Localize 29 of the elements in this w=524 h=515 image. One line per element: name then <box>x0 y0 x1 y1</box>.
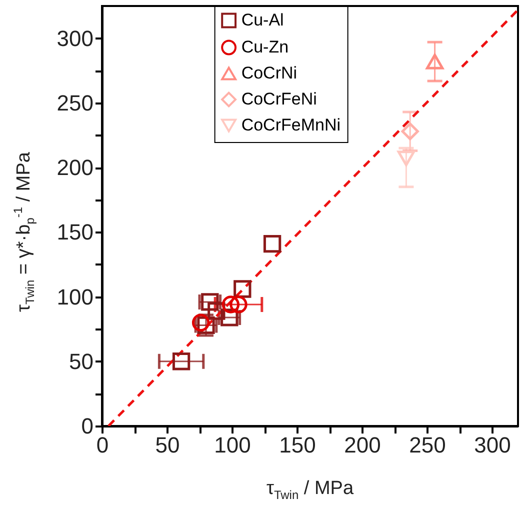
legend-label: CoCrFeMnNi <box>241 116 341 134</box>
y-tick-label: 300 <box>56 26 94 51</box>
point <box>222 296 240 314</box>
point <box>263 234 282 253</box>
x-tick-label: 300 <box>474 432 511 458</box>
x-tick-label: 50 <box>155 432 180 458</box>
point <box>201 293 219 311</box>
point <box>426 54 444 70</box>
x-tick-label: 0 <box>96 432 109 458</box>
point <box>192 314 210 332</box>
y-tick-label: 0 <box>81 414 94 438</box>
legend-label: Cu-Al <box>241 10 284 30</box>
point <box>230 296 248 314</box>
legend-label: Cu-Zn <box>241 38 289 56</box>
legend-label: CoCrFeNi <box>241 90 317 108</box>
x-tick-label: 200 <box>344 432 381 458</box>
point <box>401 122 419 140</box>
x-tick-label: 150 <box>279 432 316 458</box>
x-axis-title: τ$_{Twin}$ / MPa <box>266 478 354 502</box>
y-tick-label: 100 <box>56 284 94 310</box>
y-tick-label: 150 <box>56 220 94 245</box>
y-tick-label: 250 <box>56 90 94 116</box>
x-tick-label: 100 <box>214 432 251 458</box>
x-tick-label: 250 <box>409 432 446 458</box>
point <box>172 352 190 370</box>
y-tick-label: 50 <box>69 348 94 374</box>
y-tick-label: 200 <box>56 155 94 180</box>
point <box>397 150 416 166</box>
legend-label: CoCrNi <box>241 64 298 82</box>
